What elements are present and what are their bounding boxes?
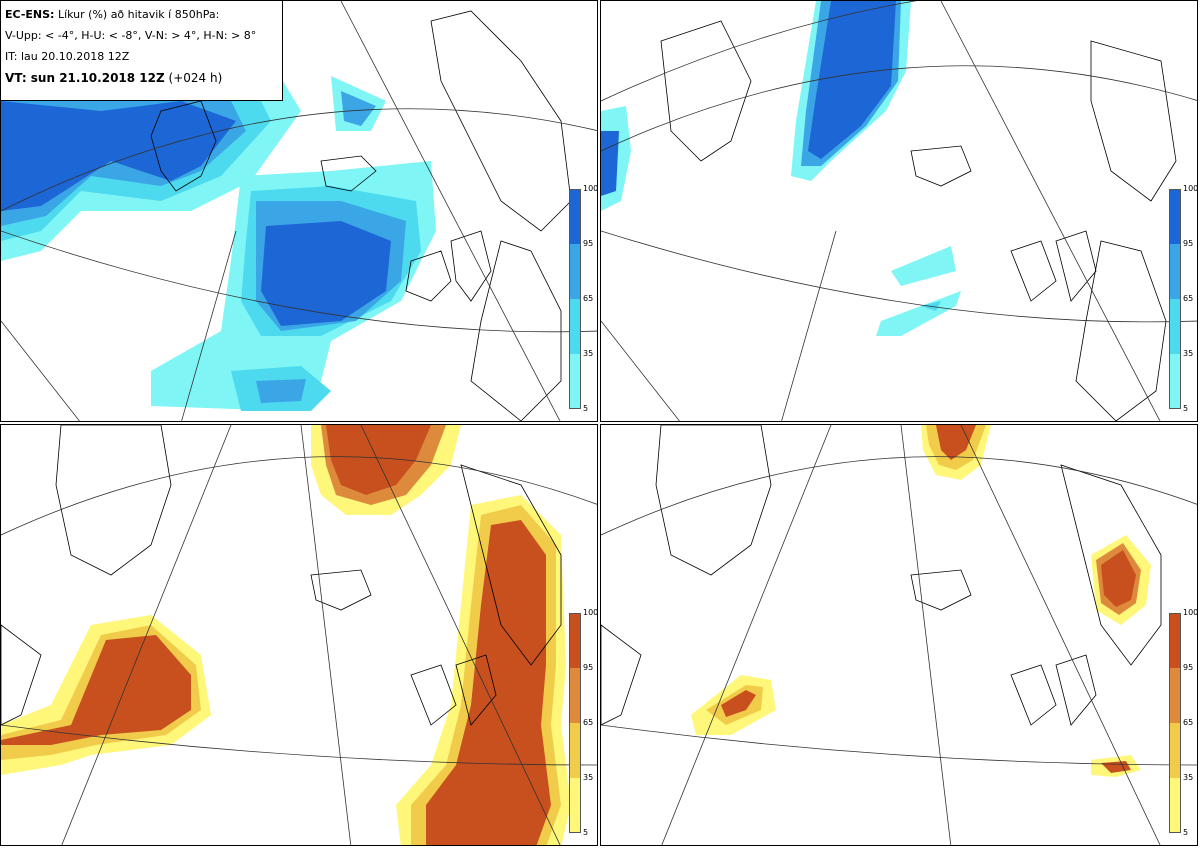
probability-shading <box>691 425 1151 777</box>
colorbar-tick: 35 <box>1183 349 1194 358</box>
probability-shading <box>1 425 571 845</box>
map-bottom-right <box>601 425 1197 845</box>
valid-time-line: VT: sun 21.10.2018 12Z (+024 h) <box>5 70 278 91</box>
colorbar-tick: 35 <box>583 349 594 358</box>
coastlines <box>1 425 562 726</box>
colorbar-tick: 65 <box>583 294 594 303</box>
colorbar-tick: 100 <box>1183 184 1198 193</box>
colorbar-tick: 5 <box>583 404 589 413</box>
colorbar-bottom-left: 100 95 65 35 5 <box>569 609 597 837</box>
colorbar-tick: 5 <box>583 828 589 837</box>
map-panel-top-right: 100 95 65 35 5 <box>600 0 1198 422</box>
colorbar-tick: 100 <box>583 184 598 193</box>
title-text: Líkur (%) að hitavik í 850hPa: <box>57 8 220 21</box>
init-time: IT: lau 20.10.2018 12Z <box>5 50 130 63</box>
map-top-left <box>1 1 597 421</box>
colorbar-tick: 65 <box>1183 294 1194 303</box>
colorbar-tick: 95 <box>583 663 594 672</box>
colorbar-tick: 100 <box>1183 608 1198 617</box>
lead-time: (+024 h) <box>168 71 223 85</box>
coastlines <box>660 20 1177 421</box>
model-label: EC-ENS: <box>5 8 55 21</box>
colorbar-tick: 95 <box>1183 239 1194 248</box>
legend-line: V-Upp: < -4°, H-U: < -8°, V-N: > 4°, H-N… <box>5 29 257 42</box>
colorbar-tick: 5 <box>1183 404 1189 413</box>
colorbar-bottom-right: 100 95 65 35 5 <box>1169 609 1197 837</box>
map-top-right <box>601 1 1197 421</box>
map-panel-top-left: 100 95 65 35 5 EC-ENS: Líkur (%) að hita… <box>0 0 598 422</box>
colorbar-tick: 65 <box>583 718 594 727</box>
graticule <box>601 1 1197 421</box>
map-panel-bottom-right: 100 95 65 35 5 <box>600 424 1198 846</box>
colorbar-tick: 65 <box>1183 718 1194 727</box>
probability-shading <box>1 51 436 411</box>
title-line: EC-ENS: Líkur (%) að hitavik í 850hPa: <box>5 7 278 28</box>
colorbar-tick: 95 <box>1183 663 1194 672</box>
graticule <box>601 425 1197 845</box>
colorbar-top-left: 100 95 65 35 5 <box>569 185 597 413</box>
colorbar-tick: 35 <box>1183 773 1194 782</box>
colorbar-top-right: 100 95 65 35 5 <box>1169 185 1197 413</box>
coastlines <box>150 10 572 421</box>
title-box: EC-ENS: Líkur (%) að hitavik í 850hPa: V… <box>1 1 283 101</box>
colorbar-tick: 5 <box>1183 828 1189 837</box>
graticule <box>1 425 597 845</box>
valid-time: VT: sun 21.10.2018 12Z <box>5 71 165 85</box>
map-bottom-left <box>1 425 597 845</box>
colorbar-tick: 100 <box>583 608 598 617</box>
probability-shading <box>601 1 961 336</box>
colorbar-tick: 95 <box>583 239 594 248</box>
map-panel-bottom-left: 100 95 65 35 5 <box>0 424 598 846</box>
coastlines <box>601 425 1162 726</box>
colorbar-tick: 35 <box>583 773 594 782</box>
